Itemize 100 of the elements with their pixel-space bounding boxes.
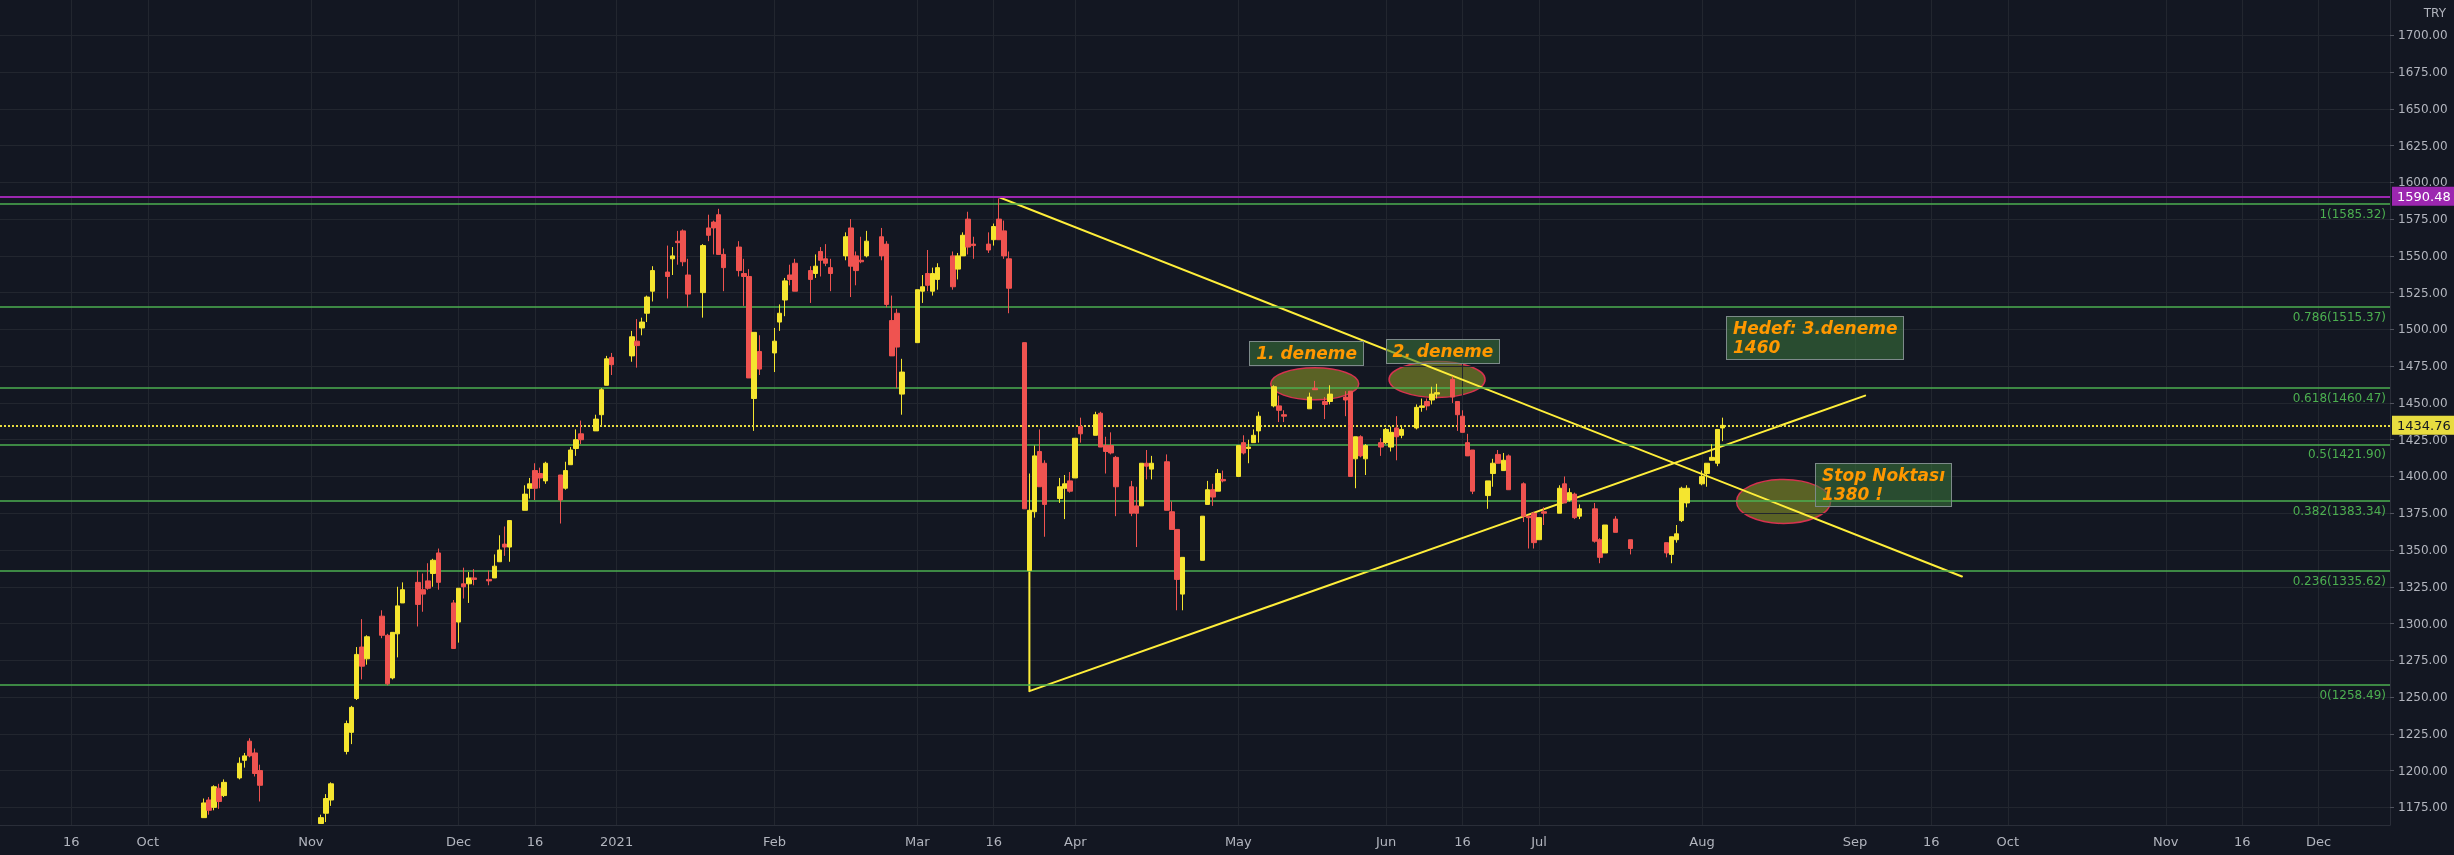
candlestick	[1322, 396, 1328, 420]
candlestick	[206, 796, 212, 816]
y-tick-label: 1350.00	[2398, 543, 2448, 557]
y-tick-label: 1675.00	[2398, 65, 2448, 80]
y-tick-label: 1450.00	[2398, 395, 2448, 410]
candlestick	[359, 618, 365, 680]
candlestick	[665, 245, 670, 300]
y-tick-label: 1425.00	[2398, 432, 2448, 447]
candlestick	[1664, 542, 1669, 558]
y-tick-label: 1575.00	[2398, 212, 2448, 227]
candlestick	[1495, 449, 1501, 464]
y-tick-label: 1200.00	[2398, 763, 2448, 778]
candlestick	[507, 520, 512, 563]
candlestick	[1378, 437, 1384, 457]
y-tick-label: 1175.00	[2398, 800, 2448, 815]
y-tick-label: 1525.00	[2398, 285, 2448, 300]
y-tick-label: 1300.00	[2398, 616, 2448, 631]
x-tick-label: Aug	[1689, 834, 1715, 849]
candlestick	[1312, 380, 1318, 391]
candlestick	[216, 783, 222, 810]
y-tick-label: 1400.00	[2398, 469, 2448, 484]
candlestick	[1205, 480, 1210, 505]
y-tick-label: 1550.00	[2398, 248, 2448, 263]
candlestick	[599, 387, 604, 426]
x-tick-label: Feb	[763, 834, 787, 849]
x-tick-label: Oct	[136, 834, 160, 849]
x-tick-label: 16	[526, 834, 544, 849]
candlestick	[1394, 415, 1399, 461]
x-tick-label: 16	[2233, 834, 2251, 849]
x-tick-label: 16	[63, 834, 80, 849]
candlestick	[1067, 471, 1073, 494]
y-tick-label: 1700.00	[2398, 28, 2448, 43]
annotation: 1. deneme	[1249, 341, 1365, 367]
candlestick	[604, 355, 609, 386]
y-tick-label: 1225.00	[2398, 726, 2448, 741]
candlestick	[1450, 375, 1455, 404]
candlestick	[1144, 449, 1149, 480]
candlestick	[782, 277, 788, 317]
ref-line-label: 1590.48	[2397, 188, 2451, 204]
candlestick	[502, 525, 507, 557]
x-tick-label: Apr	[1064, 834, 1088, 849]
y-tick-label: 1375.00	[2398, 506, 2448, 521]
candlestick	[471, 568, 477, 586]
candlestick	[1613, 515, 1618, 533]
candlestick	[1720, 417, 1725, 442]
x-tick-label: 16	[1923, 834, 1940, 849]
candlestick	[629, 330, 635, 363]
candlestick	[242, 752, 247, 769]
candlestick	[1562, 475, 1567, 504]
candlestick	[1210, 483, 1216, 507]
candlestick	[1241, 434, 1246, 455]
candlestick	[1072, 437, 1078, 479]
ref-line-label: 0.236(1335.62)	[2292, 574, 2386, 589]
x-tick-label: Jul	[1530, 834, 1547, 849]
candlestick	[430, 558, 436, 588]
candlestick	[650, 265, 655, 302]
candlestick	[578, 420, 584, 445]
candlestick	[1271, 384, 1277, 408]
candlestick	[1602, 524, 1608, 554]
candlestick	[751, 331, 757, 432]
x-tick-label: Nov	[2153, 834, 2179, 849]
candlestick	[436, 548, 441, 591]
candlestick	[1180, 556, 1185, 611]
candlestick	[986, 231, 991, 254]
candlestick	[950, 250, 956, 291]
candlestick	[1567, 487, 1572, 502]
candlestick	[634, 318, 640, 369]
candlestick	[1246, 439, 1251, 464]
candlestick	[1424, 398, 1430, 411]
y-tick-label: 1275.00	[2398, 653, 2448, 668]
x-tick-label: Nov	[298, 834, 324, 849]
candlestick	[1256, 411, 1261, 444]
candlestick	[1149, 455, 1154, 480]
candlestick	[543, 461, 548, 485]
candlestick	[1455, 400, 1460, 432]
candlestick	[925, 249, 930, 292]
x-tick-label: Sep	[1842, 834, 1868, 849]
candlestick	[1251, 428, 1256, 444]
x-tick-label: Mar	[905, 834, 931, 849]
candlestick	[1363, 443, 1368, 476]
candlestick	[364, 634, 370, 666]
candlestick	[1139, 462, 1144, 507]
x-tick-label: Oct	[1996, 834, 2020, 849]
candlestick	[843, 231, 849, 261]
candlestick	[813, 253, 818, 279]
annotation: Hedef: 3.deneme 1460	[1726, 316, 1905, 360]
candlestick	[700, 243, 706, 319]
y-tick-label: 1625.00	[2398, 138, 2448, 153]
candlestick	[808, 265, 813, 304]
candlestick	[1577, 503, 1582, 520]
candlestick	[1572, 492, 1577, 520]
candlestick	[1327, 384, 1333, 405]
candlestick	[1093, 411, 1098, 436]
ref-line-label: 1434.76	[2397, 417, 2451, 433]
ref-line-label: 0(1258.49)	[2319, 687, 2386, 702]
candlestick	[466, 571, 472, 604]
candlestick	[1628, 539, 1633, 555]
candlestick	[1557, 484, 1562, 514]
candlestick	[354, 646, 359, 701]
x-tick-label: 16	[985, 834, 1002, 849]
